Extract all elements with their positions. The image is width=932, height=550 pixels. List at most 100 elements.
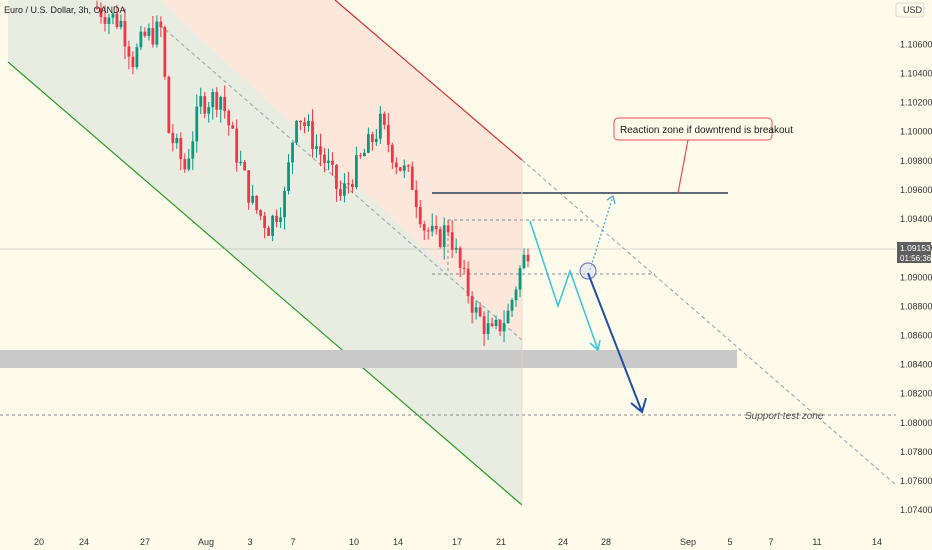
- candle-down: [470, 296, 474, 313]
- y-tick-label: 1.07800: [900, 447, 932, 457]
- candle-up: [207, 107, 211, 114]
- candle-down: [490, 323, 494, 326]
- candle-down: [434, 225, 438, 230]
- candle-up: [315, 146, 318, 149]
- x-tick-label: 28: [601, 537, 611, 547]
- candle-down: [115, 13, 119, 28]
- candle-down: [243, 162, 247, 171]
- y-tick-label: 1.09400: [900, 214, 932, 224]
- candle-down: [426, 230, 430, 232]
- candle-down: [131, 56, 135, 68]
- candle-up: [506, 310, 510, 324]
- x-tick-label: 24: [558, 537, 568, 547]
- candle-up: [107, 17, 111, 24]
- candle-down: [163, 27, 167, 77]
- x-tick-label: Sep: [680, 537, 696, 547]
- candle-down: [227, 111, 231, 126]
- candle-down: [123, 20, 127, 47]
- candle-up: [155, 21, 159, 45]
- candle-down: [339, 189, 342, 196]
- candle-down: [390, 144, 394, 163]
- candle-up: [111, 13, 115, 18]
- candle-up: [147, 28, 151, 36]
- candle-up: [494, 319, 498, 326]
- candle-up: [366, 134, 370, 153]
- blue-projection-path: [587, 272, 643, 413]
- candle-down: [167, 76, 171, 134]
- candle-up: [522, 254, 526, 269]
- candle-up: [374, 138, 378, 142]
- candle-down: [299, 120, 302, 123]
- candle-up: [175, 137, 179, 144]
- candle-down: [275, 215, 278, 223]
- candle-up: [402, 165, 406, 171]
- candle-down: [414, 189, 418, 207]
- pivot-circle: [579, 262, 597, 280]
- y-tick-label: 1.09600: [900, 185, 932, 195]
- y-tick-label: 1.07600: [900, 476, 932, 486]
- x-tick-label: 11: [812, 537, 821, 547]
- candle-up: [430, 225, 434, 232]
- candle-down: [255, 195, 259, 211]
- candle-down: [267, 227, 271, 236]
- currency-button[interactable]: [895, 2, 925, 18]
- candle-up: [139, 31, 143, 48]
- candle-down: [422, 224, 426, 231]
- support-label: Support test zone: [745, 411, 824, 422]
- candle-up: [191, 141, 195, 159]
- candle-down: [263, 215, 267, 228]
- candle-down: [438, 229, 442, 247]
- candle-up: [454, 247, 458, 250]
- channel-fill-green: [8, 0, 522, 505]
- candle-down: [203, 96, 207, 114]
- candle-down: [450, 232, 454, 250]
- currency-label: USD: [903, 5, 923, 15]
- channel-fill-red: [160, 0, 522, 340]
- candle-down: [482, 316, 486, 334]
- candle-up: [187, 158, 191, 170]
- y-tick-label: 1.08800: [900, 301, 932, 311]
- x-tick-label: Aug: [198, 537, 214, 547]
- candle-up: [251, 195, 255, 203]
- candle-down: [323, 154, 326, 164]
- candle-up: [271, 215, 274, 236]
- candle-down: [331, 160, 334, 165]
- candle-up: [135, 47, 139, 68]
- candle-up: [287, 162, 290, 191]
- candle-down: [231, 125, 235, 129]
- x-tick-label: 17: [452, 537, 462, 547]
- candle-down: [398, 167, 402, 171]
- candle-down: [526, 254, 530, 262]
- candle-down: [335, 164, 338, 190]
- y-tick-label: 1.10000: [900, 127, 932, 137]
- candle-down: [478, 307, 482, 317]
- x-tick-label: 14: [872, 537, 882, 547]
- x-tick-label: 27: [140, 537, 150, 547]
- time-axis[interactable]: 20 24 27 Aug 3 7 10 14 17 21 24 28 Sep 5 7 11 14: [34, 537, 882, 547]
- candle-up: [211, 92, 215, 108]
- candle-up: [486, 323, 490, 334]
- breakout-arrowhead: [606, 194, 616, 205]
- candle-down: [466, 268, 470, 297]
- callout-pointer: [677, 139, 689, 194]
- y-tick-label: 1.09000: [900, 272, 932, 282]
- candle-up: [514, 289, 518, 301]
- callout-box: [613, 117, 773, 141]
- teal-arrowhead: [589, 339, 601, 352]
- candle-up: [327, 160, 330, 164]
- channel-mid-dashed: [159, 24, 523, 341]
- price-axis[interactable]: 1.10600 1.10400 1.10200 1.10000 1.09800 1.096…: [900, 39, 932, 515]
- channel-upper-line: [334, 0, 523, 161]
- candle-down: [358, 155, 362, 157]
- candle-up: [343, 183, 346, 196]
- candle-down: [319, 146, 322, 155]
- y-tick-label: 1.08400: [900, 360, 932, 370]
- candle-up: [239, 162, 243, 164]
- symbol-title: Euro / U.S. Dollar, 3h, OANDA: [4, 5, 126, 15]
- candle-down: [223, 96, 227, 112]
- candle-down: [127, 46, 131, 57]
- candle-down: [151, 28, 155, 45]
- candle-down: [143, 31, 147, 36]
